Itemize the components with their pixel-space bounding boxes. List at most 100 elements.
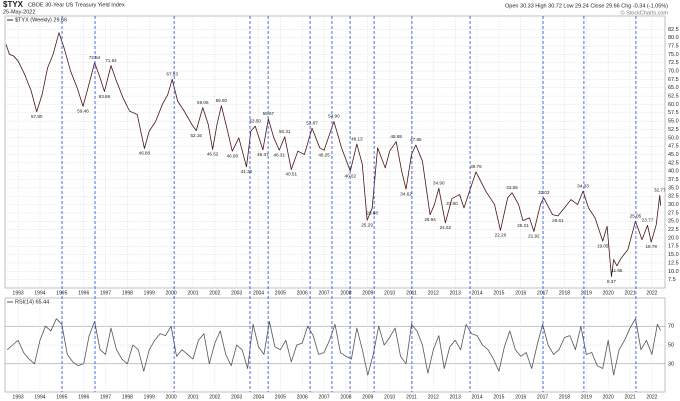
x-tick-label: 1993 (13, 394, 24, 400)
y-tick-label: 30 (668, 361, 674, 367)
value-label: 26.61 (552, 218, 564, 223)
value-label: 54.90 (328, 114, 340, 119)
x-tick-label: 2001 (187, 394, 198, 400)
x-tick-label: 2020 (603, 394, 614, 400)
value-label: 46.00 (227, 153, 239, 158)
x-tick-label: 2011 (406, 394, 417, 400)
value-label: 41.30 (241, 169, 253, 174)
y-tick-label: 72.5 (668, 60, 679, 66)
x-tick-label: 2010 (384, 394, 395, 400)
x-tick-label: 2018 (559, 290, 570, 296)
value-label: 47.85 (410, 137, 422, 142)
x-tick-label: 2015 (493, 394, 504, 400)
y-tick-label: 50 (668, 342, 674, 348)
value-label: 33.55 (506, 185, 518, 190)
x-tick-label: 2012 (428, 394, 439, 400)
x-tick-label: 2014 (471, 394, 482, 400)
y-tick-label: 7.5 (668, 277, 676, 283)
value-label: 46.37 (257, 152, 269, 157)
value-label: 46.31 (274, 152, 286, 157)
y-tick-label: 67.5 (668, 77, 679, 83)
y-tick-label: 47.5 (668, 144, 679, 150)
x-tick-label: 2001 (187, 290, 198, 296)
y-tick-label: 70.0 (668, 69, 679, 75)
x-tick-label: 2017 (537, 394, 548, 400)
value-label: 25.29 (361, 223, 373, 228)
panel-frame (4, 15, 666, 289)
credit: © StockCharts.com (621, 9, 669, 16)
x-tick-label: 2008 (340, 394, 351, 400)
x-tick-label: 1999 (144, 394, 155, 400)
value-label: 48.88 (390, 134, 402, 139)
legend-label: $TYX (Weekly) 29.66 (15, 17, 67, 23)
x-tick-label: 1994 (34, 290, 45, 296)
x-tick-label: 1998 (122, 394, 133, 400)
y-tick-label: 15.0 (668, 252, 679, 258)
y-tick-label: 27.5 (668, 210, 679, 216)
value-label: 22.26 (495, 233, 507, 238)
value-label: 67.53 (166, 72, 178, 77)
value-label: 52.16 (190, 133, 202, 138)
y-tick-label: 25.0 (668, 219, 679, 225)
x-tick-label: 2007 (319, 394, 330, 400)
date: 25-May-2022 (3, 9, 35, 15)
value-label: 11.65 (611, 268, 623, 273)
value-label: 32.03 (538, 190, 550, 195)
value-label: 21.92 (528, 234, 540, 239)
x-tick-label: 2019 (581, 394, 592, 400)
x-tick-label: 2018 (559, 394, 570, 400)
x-tick-label: 2022 (646, 290, 657, 296)
value-label: 23.77 (642, 218, 654, 223)
value-label: 59.46 (77, 108, 89, 113)
x-tick-label: 2012 (428, 290, 439, 296)
y-tick-label: 77.5 (668, 43, 679, 49)
value-label: 18.79 (645, 244, 657, 249)
x-tick-label: 2021 (624, 290, 635, 296)
x-tick-label: 2002 (209, 394, 220, 400)
y-tick-label: 62.5 (668, 94, 679, 100)
value-label: 34.62 (400, 191, 412, 196)
value-label: 32.77 (654, 188, 666, 193)
value-label: 48.13 (351, 136, 363, 141)
y-tick-label: 37.5 (668, 177, 679, 183)
value-label: 57.80 (31, 114, 43, 119)
x-tick-label: 2003 (231, 290, 242, 296)
y-tick-label: 12.5 (668, 260, 679, 266)
y-tick-label: 50.0 (668, 135, 679, 141)
x-tick-label: 2008 (340, 290, 351, 296)
x-tick-label: 2005 (275, 394, 286, 400)
value-label: 63.86 (99, 94, 111, 99)
y-tick-label: 57.5 (668, 110, 679, 116)
value-label: 31.80 (446, 201, 458, 206)
value-label: 71.64 (105, 58, 117, 63)
y-tick-label: 17.5 (668, 244, 679, 250)
x-tick-label: 1996 (78, 290, 89, 296)
value-label: 55.67 (263, 111, 275, 116)
value-label: 59.60 (216, 98, 228, 103)
index-name: CBOE 30-Year US Treasury Yield Index (28, 2, 125, 8)
value-label: 53.50 (249, 118, 261, 123)
y-tick-label: 32.5 (668, 194, 679, 200)
x-tick-label: 2013 (450, 290, 461, 296)
x-tick-label: 2021 (624, 394, 635, 400)
value-label: 34.03 (577, 183, 589, 188)
x-tick-label: 2009 (362, 394, 373, 400)
y-tick-label: 22.5 (668, 227, 679, 233)
ohlc: Open 30.33 High 30.72 Low 29.24 Close 29… (505, 3, 668, 9)
value-label: 39.76 (470, 164, 482, 169)
x-tick-label: 2013 (450, 394, 461, 400)
x-tick-label: 1999 (144, 290, 155, 296)
value-label: 25.21 (517, 223, 529, 228)
value-label: 50.31 (279, 129, 291, 134)
x-tick-label: 2020 (603, 290, 614, 296)
value-label: 24.52 (440, 225, 452, 230)
value-label: 52.87 (306, 120, 318, 125)
value-label: 40.51 (286, 172, 298, 177)
x-tick-label: 2009 (362, 290, 373, 296)
value-label: 40.02 (345, 173, 357, 178)
x-tick-label: 2014 (471, 290, 482, 296)
x-tick-label: 2006 (297, 394, 308, 400)
value-label: 25.05 (630, 213, 642, 218)
series-line (6, 318, 661, 376)
